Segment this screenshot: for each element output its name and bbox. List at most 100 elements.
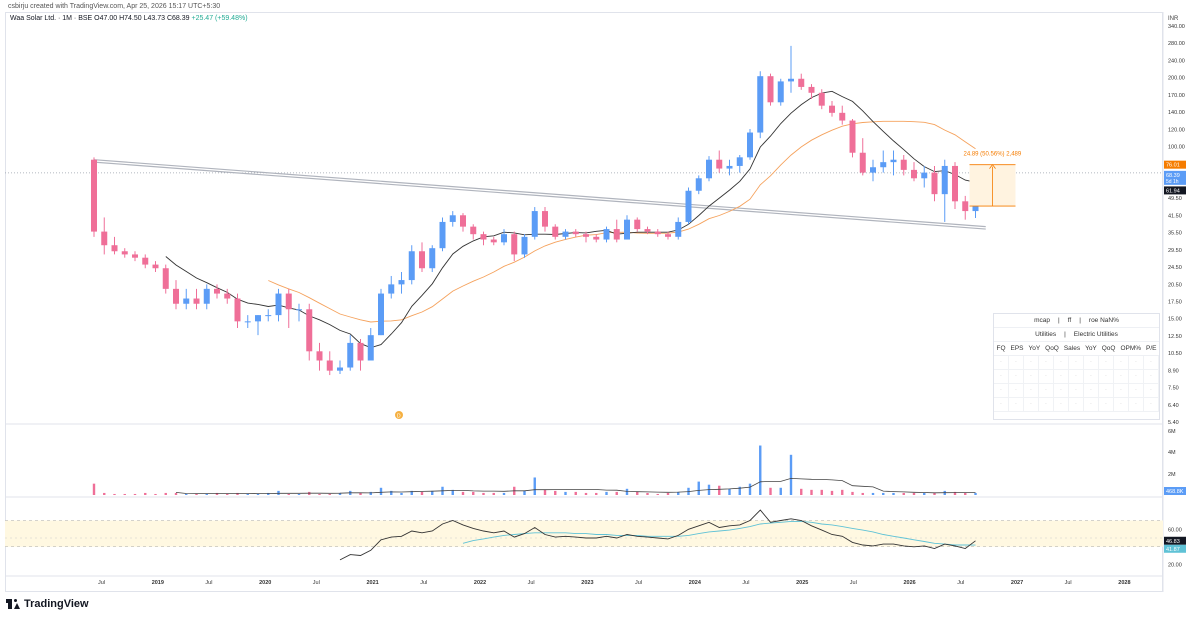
fundamentals-top-cell: | — [1058, 317, 1060, 324]
trendline-lower — [93, 161, 986, 230]
candle-body — [162, 268, 169, 289]
candle-body — [101, 231, 108, 246]
volume-bar — [800, 488, 803, 495]
fundamentals-empty-cell: · — [1009, 384, 1024, 398]
candle-body — [398, 280, 405, 285]
time-axis-label: 2024 — [689, 580, 702, 586]
price-axis-label: 10.50 — [1168, 351, 1182, 357]
price-axis-label: 15.00 — [1168, 317, 1182, 323]
price-axis-label: 49.50 — [1168, 196, 1182, 202]
price-axis-label: 5.40 — [1168, 420, 1179, 426]
candle-body — [460, 215, 466, 227]
volume-bar — [154, 493, 157, 495]
fundamentals-empty-cell: · — [994, 384, 1009, 398]
candle-body — [583, 234, 589, 237]
ohlc-values: O47.00 H74.50 L43.73 C68.39 — [94, 15, 190, 22]
volume-bar — [431, 490, 434, 495]
candle-body — [818, 92, 825, 106]
fundamentals-empty-cell: · — [1069, 384, 1084, 398]
candle-body — [214, 288, 220, 294]
fundamentals-empty-cell: · — [1039, 384, 1054, 398]
time-axis-label: Jul — [850, 580, 857, 586]
volume-bar — [964, 492, 967, 495]
volume-bar — [738, 486, 741, 495]
volume-bar — [861, 492, 864, 495]
fundamentals-empty-cell: · — [1039, 356, 1054, 370]
volume-bar — [728, 488, 731, 495]
volume-bar — [461, 491, 465, 495]
candle-body — [521, 236, 528, 255]
volume-bar — [164, 492, 167, 495]
fundamentals-empty-cell: · — [1144, 384, 1159, 398]
volume-bar — [912, 492, 916, 495]
candle-body — [654, 231, 661, 235]
candle-body — [788, 78, 794, 82]
volume-bar — [769, 487, 772, 495]
candle-body — [357, 342, 364, 361]
volume-bar — [113, 493, 116, 495]
candle-body — [849, 120, 856, 153]
candle-body — [613, 229, 620, 240]
time-axis-label: Jul — [313, 580, 320, 586]
volume-bar — [882, 492, 885, 495]
fundamentals-empty-cell: · — [994, 370, 1009, 384]
candle-body — [439, 221, 446, 249]
price-axis-label: 240.00 — [1168, 58, 1185, 64]
time-axis-label: 2027 — [1011, 580, 1023, 586]
candle-body — [675, 221, 682, 237]
fundamentals-empty-cell: · — [1129, 398, 1144, 412]
price-axis-label: 6.40 — [1168, 403, 1179, 409]
candle-body — [173, 288, 179, 304]
volume-bar — [584, 492, 588, 495]
symbol-legend[interactable]: Waa Solar Ltd. · 1M · BSE O47.00 H74.50 … — [10, 15, 248, 22]
fundamentals-column-header: Sales — [1063, 345, 1081, 352]
volume-bar — [103, 492, 106, 495]
volume-axis-label: 2M — [1168, 472, 1176, 478]
fundamentals-column-header: YoY — [1085, 345, 1097, 352]
candle-body — [736, 157, 743, 166]
time-axis-label: Jul — [205, 580, 212, 586]
time-axis-label: Jul — [528, 580, 535, 586]
volume-bar — [215, 492, 219, 495]
event-marker — [395, 411, 403, 419]
volume-bar — [92, 483, 96, 495]
fundamentals-empty-cell: · — [1009, 370, 1024, 384]
time-axis-label: 2019 — [152, 580, 164, 586]
price-tag-countdown: 5d 1h — [1166, 179, 1179, 185]
candle-body — [757, 76, 764, 133]
fundamentals-empty-cell: · — [1129, 356, 1144, 370]
volume-bar — [892, 492, 895, 495]
fundamentals-empty-cell: · — [1144, 370, 1159, 384]
candle-body — [603, 229, 610, 240]
fundamentals-empty-cell: · — [1144, 398, 1159, 412]
candle-body — [624, 219, 630, 240]
volume-bar — [820, 489, 823, 495]
candle-body — [921, 172, 928, 179]
fundamentals-top-cell: roe NaN% — [1088, 317, 1119, 324]
time-axis-label: 2023 — [581, 580, 593, 586]
candle-body — [767, 76, 774, 103]
volume-bar — [359, 492, 362, 495]
volume-bar — [369, 491, 372, 495]
candle-body — [880, 162, 887, 168]
volume-bar — [810, 489, 813, 495]
time-axis-label: Jul — [420, 580, 427, 586]
price-axis-label: 29.50 — [1168, 248, 1182, 254]
candle-body — [859, 152, 866, 173]
symbol-name[interactable]: Waa Solar Ltd. · 1M · BSE — [10, 15, 93, 22]
candle-body — [224, 293, 231, 299]
candle-body — [501, 234, 507, 243]
candle-body — [941, 165, 948, 195]
fundamentals-empty-cell: · — [1084, 356, 1099, 370]
candle-body — [470, 226, 477, 235]
candle-body — [593, 236, 600, 240]
measure-arrowhead — [989, 163, 996, 169]
fundamentals-column-header: EPS — [1010, 345, 1024, 352]
volume-bar — [789, 454, 793, 495]
currency-label: INR — [1168, 16, 1179, 22]
fundamentals-sector-cell: | — [1064, 331, 1066, 338]
tradingview-logo[interactable]: TradingView — [6, 598, 89, 610]
volume-bar — [851, 491, 854, 495]
fundamentals-empty-cell: · — [1129, 370, 1144, 384]
